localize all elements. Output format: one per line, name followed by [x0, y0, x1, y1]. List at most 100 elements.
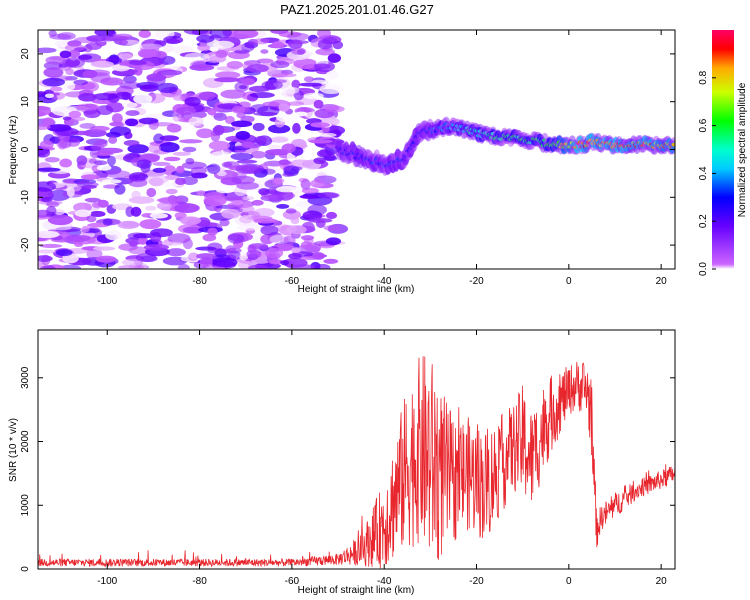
noise-blob [78, 54, 93, 60]
noise-blob [105, 230, 122, 241]
noise-blob [96, 105, 114, 116]
noise-blob [166, 248, 186, 257]
colorbar-tick-label: 0.8 [698, 70, 709, 84]
x-tick-label: -80 [192, 576, 207, 587]
noise-blob [149, 212, 169, 219]
noise-blob [197, 44, 211, 52]
noise-blob [127, 144, 150, 154]
noise-blob [250, 150, 267, 159]
noise-blob [38, 249, 56, 254]
noise-blob [294, 111, 308, 117]
noise-blob [216, 188, 234, 194]
noise-blob [179, 139, 203, 144]
noise-blob [157, 69, 183, 76]
noise-blob [251, 199, 264, 206]
noise-blob [235, 130, 251, 140]
noise-blob [114, 184, 126, 195]
noise-blob [303, 92, 324, 100]
x-tick-label: -100 [97, 576, 117, 587]
x-tick-label: -20 [469, 576, 484, 587]
noise-blob [298, 82, 322, 87]
noise-blob [38, 167, 61, 172]
noise-blob [253, 38, 270, 45]
noise-blob [249, 92, 275, 99]
noise-blob [90, 60, 115, 68]
noise-blob [175, 177, 186, 186]
noise-blob [38, 181, 57, 192]
noise-blob [131, 190, 141, 200]
noise-blob [268, 124, 291, 134]
noise-blob [38, 255, 53, 262]
noise-blob [108, 136, 118, 144]
noise-blob [68, 110, 82, 119]
noise-blob [86, 215, 97, 223]
y-tick-label: 1000 [20, 494, 31, 517]
x-tick-label: -60 [285, 576, 300, 587]
noise-blob [272, 177, 283, 186]
y-tick-label: -10 [20, 190, 31, 205]
noise-blob [92, 202, 101, 209]
colorbar-tick-label: 0.6 [698, 118, 709, 132]
noise-blob [209, 151, 233, 162]
noise-blob [121, 101, 138, 109]
noise-blob [119, 39, 129, 45]
noise-blob [260, 49, 269, 54]
noise-blob [82, 70, 98, 79]
noise-blob [236, 181, 260, 190]
noise-blob [66, 186, 75, 198]
noise-blob [246, 64, 269, 73]
noise-blob [81, 225, 90, 233]
snr-y-label: SNR (10 * v/v) [8, 418, 19, 482]
x-tick-label: -80 [192, 276, 207, 287]
noise-blob [249, 231, 264, 242]
noise-blob [137, 236, 148, 245]
noise-blob [136, 159, 152, 169]
noise-blob [65, 68, 74, 76]
noise-blob [220, 89, 246, 99]
noise-blob [308, 139, 333, 144]
noise-blob [288, 253, 302, 260]
noise-blob [292, 122, 301, 134]
snr-y-axis: 0 1000 2000 3000 [20, 366, 675, 572]
noise-blob [50, 86, 63, 92]
noise-blob [174, 212, 187, 219]
noise-blob [86, 248, 103, 260]
noise-blob [271, 73, 297, 78]
noise-blob [299, 194, 319, 199]
noise-blob [96, 255, 117, 263]
noise-blob [307, 204, 327, 216]
snr-x-axis: -100 -80 -60 -40 -20 0 20 [97, 330, 667, 587]
noise-blob [248, 243, 269, 250]
noise-blob [312, 252, 325, 260]
noise-blob [96, 150, 113, 156]
noise-blob [49, 33, 72, 40]
spectrogram-y-label: Frequency (Hz) [8, 116, 19, 185]
noise-blob [231, 120, 253, 128]
noise-blob [49, 91, 66, 100]
noise-blob [50, 225, 72, 231]
snr-x-label: Height of straight line (km) [298, 585, 415, 596]
noise-blob [129, 174, 140, 182]
noise-blob [246, 249, 262, 259]
noise-blob [171, 170, 194, 178]
noise-blob [139, 84, 159, 92]
noise-blob [53, 209, 65, 216]
noise-blob [44, 156, 60, 163]
noise-blob [38, 105, 52, 117]
noise-blob [93, 160, 108, 166]
colorbar-ticks: 0.0 0.2 0.4 0.6 0.8 [698, 70, 716, 276]
snr-series-line [38, 356, 675, 569]
noise-blob [62, 116, 72, 121]
noise-blob [191, 172, 208, 179]
snr-panel: -100 -80 -60 -40 -20 0 20 0 1000 2000 3000 Height… [8, 329, 676, 596]
noise-blob [270, 30, 289, 34]
noise-blob [188, 252, 199, 262]
noise-blob [100, 77, 124, 86]
noise-blob [125, 118, 139, 127]
noise-blob [199, 256, 213, 268]
noise-blob [59, 140, 72, 149]
noise-blob [270, 60, 290, 69]
x-tick-label: 0 [566, 576, 572, 587]
noise-blob [207, 163, 221, 175]
